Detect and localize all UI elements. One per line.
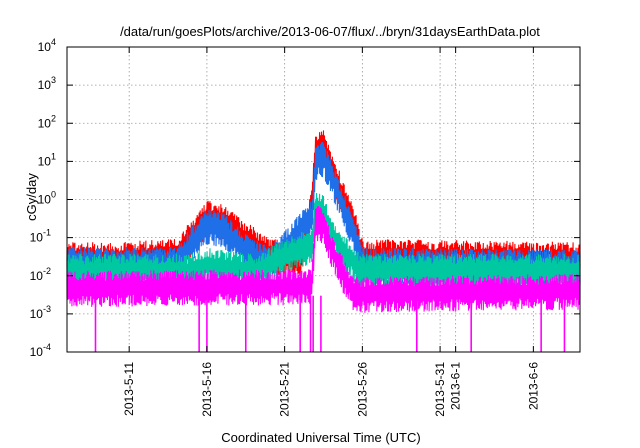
series-line	[66, 205, 581, 313]
y-tick-label: 103	[38, 75, 56, 92]
x-axis-label: Coordinated Universal Time (UTC)	[221, 430, 420, 445]
y-tick-label: 100	[38, 190, 56, 207]
y-tick-label: 10-1	[30, 228, 51, 245]
x-tick-label: 2013-6-6	[526, 362, 540, 410]
y-tick-label: 10-4	[30, 342, 51, 359]
y-tick-label: 101	[38, 151, 56, 168]
series-layer	[66, 130, 581, 352]
x-tick-label: 2013-6-1	[449, 362, 463, 410]
y-tick-label: 102	[38, 113, 56, 130]
y-tick-label: 10-2	[30, 266, 51, 283]
x-tick-layer: 2013-5-11 2013-5-16 2013-5-21 2013-5-26 2013…	[122, 47, 540, 417]
y-tick-label: 10-3	[30, 304, 51, 321]
y-tick-layer: 10-4 10-3 10-2 10-1 100 101 102 103 104	[30, 37, 580, 359]
y-axis-label: cGy/day	[24, 173, 39, 221]
chart-title: /data/run/goesPlots/archive/2013-06-07/f…	[120, 24, 540, 39]
x-tick-label: 2013-5-11	[122, 362, 136, 416]
x-tick-label: 2013-5-16	[200, 362, 214, 417]
x-tick-label: 2013-5-26	[355, 362, 369, 417]
x-tick-label: 2013-5-31	[433, 362, 447, 417]
x-tick-label: 2013-5-21	[278, 362, 292, 417]
y-tick-label: 104	[38, 37, 56, 54]
